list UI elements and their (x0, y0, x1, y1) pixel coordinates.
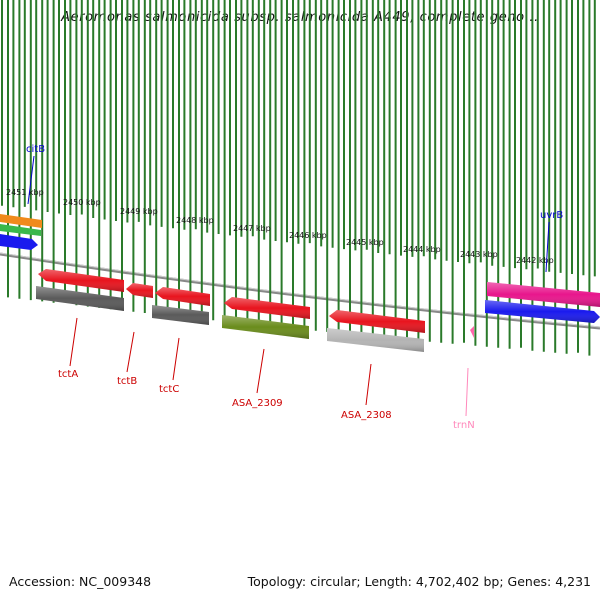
ASA_2308-gene-red-shade (329, 310, 425, 333)
gene-label-ASA_2309[interactable]: ASA_2309 (232, 398, 283, 409)
tctC-gene-shade (155, 287, 210, 306)
genome-backbone-highlight (0, 252, 600, 328)
kbp-tick-label: 2445 kbp (346, 238, 384, 247)
ASA_2309-gene-red-shade (224, 297, 310, 319)
trnN-feature[interactable] (470, 326, 474, 338)
label-leaders (27, 155, 550, 417)
kbp-tick-label: 2444 kbp (403, 245, 441, 254)
gene-label-tctA[interactable]: tctA (58, 369, 78, 380)
inner-tick-marks (7, 0, 591, 356)
kbp-tick-labels: 2451 kbp 2450 kbp 2449 kbp 2448 kbp 2447 kbp… (6, 188, 554, 265)
tctA-cds-shade (36, 286, 124, 311)
kbp-tick-label: 2443 kbp (460, 250, 498, 259)
ASA_2308-cds-shade (327, 328, 424, 352)
gene-labels: citB uvrB tctA tctB tctC ASA_2309 ASA_23… (26, 144, 563, 431)
kbp-tick-label: 2450 kbp (63, 198, 101, 207)
outer-tick-marks (1, 0, 596, 277)
genome-backbone (0, 252, 600, 330)
gene-label-uvrB[interactable]: uvrB (540, 210, 563, 221)
tctC-cds-shade (152, 305, 209, 325)
accession-text: Accession: NC_009348 (9, 574, 152, 589)
citB-feature-green[interactable] (0, 224, 41, 236)
gene-label-ASA_2308[interactable]: ASA_2308 (341, 410, 392, 421)
gene-label-tctC[interactable]: tctC (159, 384, 179, 395)
gene-label-trnN[interactable]: trnN (453, 420, 475, 431)
kbp-tick-label: 2451 kbp (6, 188, 44, 197)
ASA_2309-cds-shade (222, 315, 309, 339)
tctA-gene-shade (38, 269, 124, 292)
tctB-gene-shade (126, 283, 153, 298)
gene-label-citB[interactable]: citB (26, 144, 45, 155)
kbp-tick-label: 2442 kbp (516, 256, 554, 265)
kbp-tick-label: 2448 kbp (176, 216, 214, 225)
kbp-tick-label: 2447 kbp (233, 224, 271, 233)
citB-feature-orange[interactable] (0, 214, 42, 228)
topology-text: Topology: circular; Length: 4,702,402 bp… (247, 574, 591, 589)
reverse-gene-blue-left[interactable] (0, 234, 38, 250)
uvrB-feature-magenta-shade (487, 282, 600, 307)
kbp-tick-label: 2449 kbp (120, 207, 158, 216)
kbp-tick-label: 2446 kbp (289, 231, 327, 240)
gene-label-tctB[interactable]: tctB (117, 376, 137, 387)
feature-blocks (0, 214, 600, 352)
uvrB-feature-blue-shade (485, 300, 600, 323)
